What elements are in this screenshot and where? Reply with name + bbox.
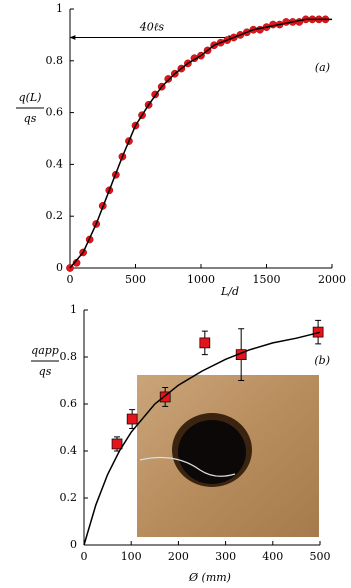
y-label-numerator: q(L) bbox=[19, 91, 42, 104]
x-tick-label: 1500 bbox=[253, 273, 281, 286]
y-tick-label: 0.2 bbox=[46, 209, 64, 222]
x-tick-label: 400 bbox=[262, 550, 283, 563]
y-tick-label: 0.2 bbox=[60, 491, 78, 504]
data-point bbox=[199, 337, 211, 349]
y-label-denominator: qs bbox=[39, 365, 52, 378]
x-tick-label: 1000 bbox=[187, 273, 215, 286]
fit-line bbox=[83, 331, 321, 546]
y-tick-label: 0.8 bbox=[46, 54, 64, 67]
annotation-text: 40ℓs bbox=[139, 20, 165, 33]
y-label-numerator: qapp bbox=[31, 344, 59, 357]
y-tick-label: 1 bbox=[56, 2, 63, 15]
y-tick-label: 0 bbox=[56, 261, 63, 274]
x-axis-label: L/d bbox=[220, 285, 239, 298]
x-tick-label: 500 bbox=[125, 273, 146, 286]
x-tick-label: 200 bbox=[168, 550, 189, 563]
data-point bbox=[126, 413, 138, 425]
x-tick-label: 500 bbox=[310, 550, 331, 563]
inset-photo bbox=[137, 375, 319, 537]
x-axis-label: Ø (mm) bbox=[188, 571, 231, 584]
panel-label: (a) bbox=[315, 61, 330, 74]
data-point bbox=[111, 438, 123, 450]
x-tick-label: 100 bbox=[121, 550, 142, 563]
x-tick-label: 0 bbox=[67, 273, 74, 286]
y-tick-label: 0.4 bbox=[60, 444, 78, 457]
x-tick-label: 300 bbox=[215, 550, 236, 563]
y-tick-label: 0.6 bbox=[60, 397, 78, 410]
y-tick-label: 1 bbox=[70, 303, 77, 316]
y-tick-label: 0.4 bbox=[46, 157, 64, 170]
y-label-denominator: qs bbox=[24, 112, 37, 125]
data-point bbox=[164, 75, 173, 83]
panel-label: (b) bbox=[314, 354, 330, 367]
y-tick-label: 0.8 bbox=[60, 350, 78, 363]
fit-line bbox=[69, 18, 332, 269]
x-tick-label: 0 bbox=[81, 550, 88, 563]
data-point bbox=[159, 391, 171, 403]
x-tick-label: 2000 bbox=[318, 273, 346, 286]
y-tick-label: 0.6 bbox=[46, 106, 64, 119]
y-tick-label: 0 bbox=[70, 538, 77, 551]
